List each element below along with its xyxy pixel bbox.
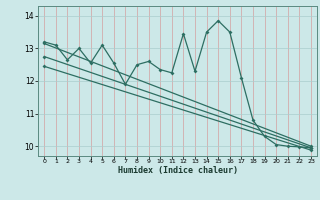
X-axis label: Humidex (Indice chaleur): Humidex (Indice chaleur)	[118, 166, 238, 175]
